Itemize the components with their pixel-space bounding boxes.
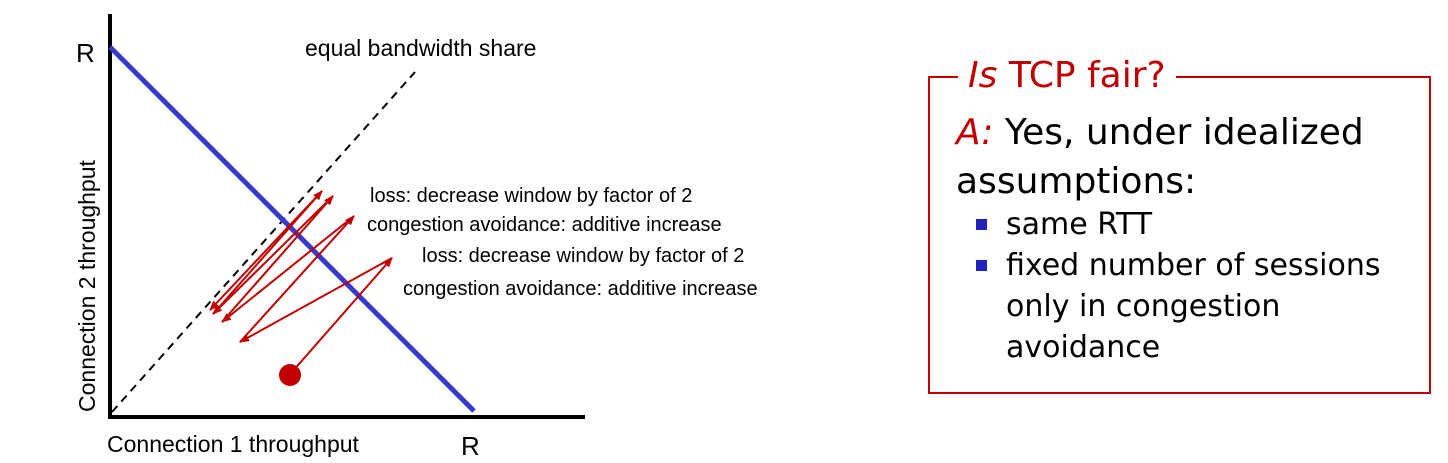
panel-title: Is TCP fair? — [958, 50, 1176, 102]
increase-arrow-2 — [239, 215, 355, 343]
panel-title-emphasis: Is — [968, 55, 998, 96]
equal-share-label: equal bandwidth share — [305, 35, 536, 61]
capacity-line — [108, 45, 476, 413]
assumption-list: same RTT fixed number of sessions only i… — [976, 204, 1416, 368]
annotation-increase-1: congestion avoidance: additive increase — [367, 214, 722, 236]
annotation-loss-2: loss: decrease window by factor of 2 — [422, 245, 744, 267]
fairness-panel — [928, 76, 1431, 394]
x-axis-label: Connection 1 throughput — [107, 431, 360, 457]
x-max-label: R — [461, 431, 480, 461]
decrease-arrow-4 — [209, 190, 323, 311]
decrease-arrow-3 — [212, 195, 334, 315]
trajectory — [209, 190, 393, 373]
list-item-text: same RTT — [1006, 207, 1153, 242]
annotation-loss-1: loss: decrease window by factor of 2 — [370, 185, 692, 207]
decrease-arrow-1 — [239, 257, 393, 343]
bullet-square-icon — [976, 219, 987, 230]
panel-title-rest: TCP fair? — [997, 55, 1166, 96]
list-item-text: fixed number of sessions only in congest… — [1006, 248, 1381, 365]
list-item: fixed number of sessions only in congest… — [976, 245, 1416, 368]
annotation-increase-2: congestion avoidance: additive increase — [403, 278, 758, 300]
increase-arrow-3 — [221, 195, 334, 323]
y-axis-label: Connection 2 throughput — [74, 159, 100, 412]
bullet-square-icon — [976, 260, 987, 271]
answer-text: Yes, under idealized assumptions: — [956, 112, 1364, 202]
y-max-label: R — [76, 38, 95, 68]
start-point — [279, 364, 301, 386]
increase-arrow-1 — [291, 257, 393, 373]
answer-prefix: A: — [956, 112, 994, 153]
equal-share-line — [111, 71, 416, 413]
panel-answer: A: Yes, under idealized assumptions: — [956, 108, 1416, 206]
decrease-arrow-2 — [221, 215, 355, 323]
list-item: same RTT — [976, 204, 1416, 245]
fairness-diagram: R R equal bandwidth share Connection 1 t… — [74, 14, 758, 461]
